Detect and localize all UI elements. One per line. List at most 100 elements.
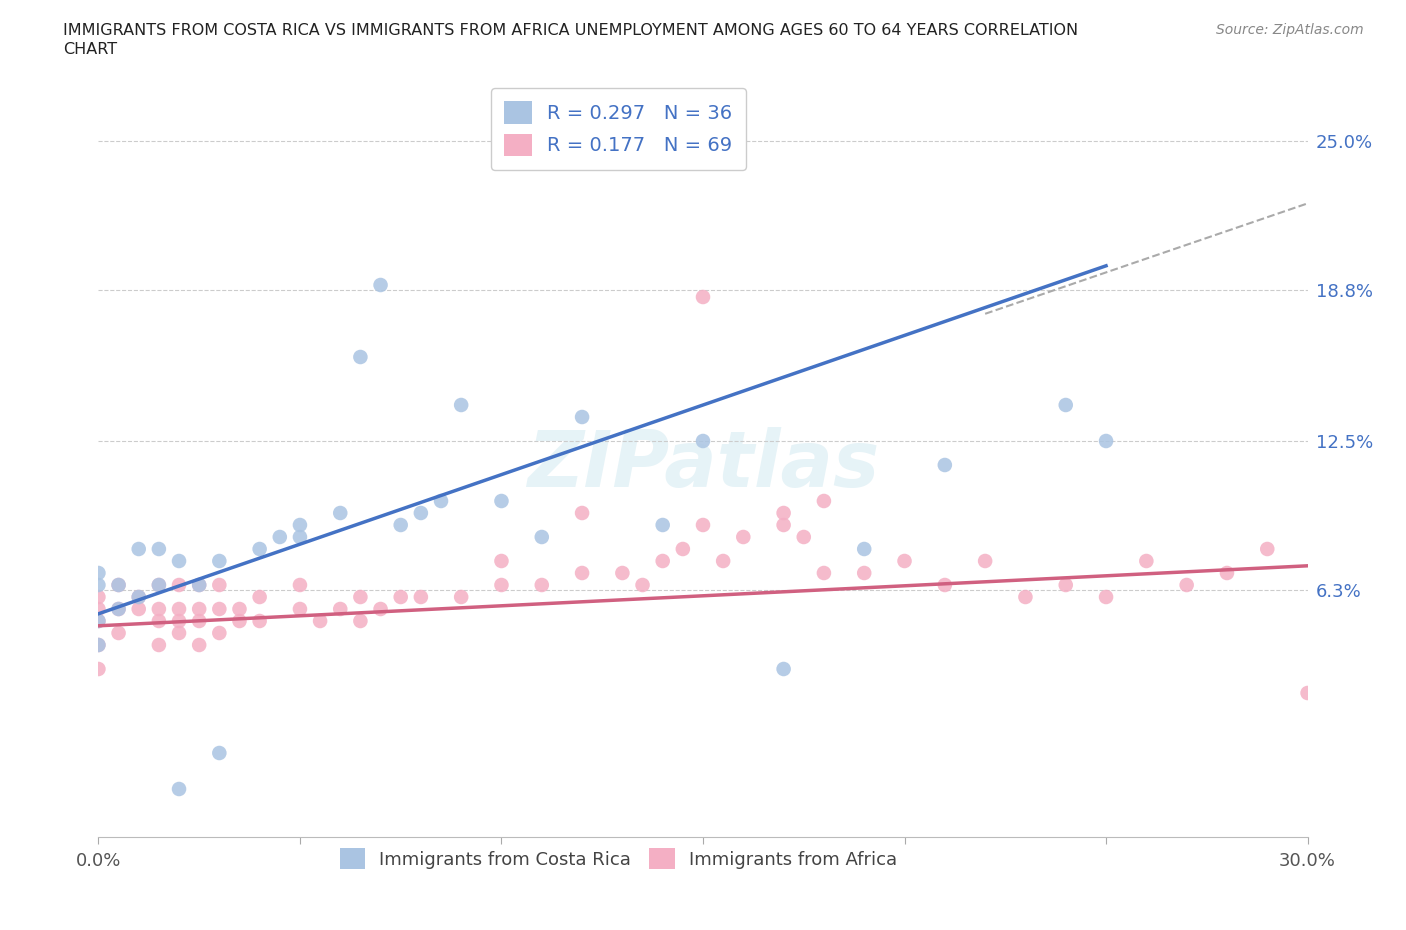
- Point: [389, 518, 412, 533]
- Point: [249, 541, 271, 556]
- Point: [631, 578, 654, 592]
- Point: [772, 506, 794, 521]
- Point: [148, 614, 170, 629]
- Point: [288, 578, 311, 592]
- Point: [208, 553, 231, 568]
- Point: [288, 518, 311, 533]
- Point: [309, 614, 332, 629]
- Point: [853, 541, 876, 556]
- Point: [571, 506, 593, 521]
- Point: [167, 553, 190, 568]
- Text: CHART: CHART: [63, 42, 117, 57]
- Point: [651, 553, 673, 568]
- Point: [450, 397, 472, 412]
- Point: [107, 578, 129, 592]
- Point: [491, 578, 513, 592]
- Point: [1256, 541, 1278, 556]
- Point: [491, 553, 513, 568]
- Point: [128, 590, 150, 604]
- Point: [249, 614, 271, 629]
- Point: [349, 590, 371, 604]
- Point: [692, 433, 714, 448]
- Point: [612, 565, 634, 580]
- Point: [491, 494, 513, 509]
- Point: [148, 578, 170, 592]
- Point: [349, 350, 371, 365]
- Point: [672, 541, 695, 556]
- Point: [87, 602, 110, 617]
- Point: [1054, 578, 1077, 592]
- Point: [692, 518, 714, 533]
- Point: [148, 578, 170, 592]
- Point: [1296, 685, 1319, 700]
- Point: [733, 529, 755, 544]
- Point: [249, 590, 271, 604]
- Point: [148, 602, 170, 617]
- Point: [409, 506, 432, 521]
- Point: [188, 638, 211, 653]
- Point: [934, 458, 956, 472]
- Point: [1095, 433, 1118, 448]
- Point: [974, 553, 997, 568]
- Point: [107, 602, 129, 617]
- Point: [793, 529, 815, 544]
- Point: [269, 529, 291, 544]
- Point: [188, 614, 211, 629]
- Point: [430, 494, 453, 509]
- Point: [450, 590, 472, 604]
- Point: [1014, 590, 1036, 604]
- Point: [87, 578, 110, 592]
- Point: [148, 638, 170, 653]
- Point: [409, 590, 432, 604]
- Point: [188, 578, 211, 592]
- Point: [349, 614, 371, 629]
- Point: [329, 506, 352, 521]
- Point: [87, 614, 110, 629]
- Point: [228, 602, 250, 617]
- Point: [1216, 565, 1239, 580]
- Point: [893, 553, 915, 568]
- Point: [208, 578, 231, 592]
- Point: [288, 602, 311, 617]
- Point: [571, 565, 593, 580]
- Point: [813, 494, 835, 509]
- Point: [87, 638, 110, 653]
- Point: [772, 518, 794, 533]
- Point: [188, 602, 211, 617]
- Point: [167, 602, 190, 617]
- Point: [329, 602, 352, 617]
- Point: [530, 529, 553, 544]
- Point: [853, 565, 876, 580]
- Point: [1054, 397, 1077, 412]
- Point: [148, 541, 170, 556]
- Point: [1095, 590, 1118, 604]
- Point: [288, 529, 311, 544]
- Legend: Immigrants from Costa Rica, Immigrants from Africa: Immigrants from Costa Rica, Immigrants f…: [329, 838, 908, 880]
- Point: [87, 590, 110, 604]
- Point: [1175, 578, 1198, 592]
- Point: [370, 602, 392, 617]
- Point: [87, 614, 110, 629]
- Point: [167, 614, 190, 629]
- Point: [167, 578, 190, 592]
- Text: ZIPatlas: ZIPatlas: [527, 427, 879, 503]
- Text: Source: ZipAtlas.com: Source: ZipAtlas.com: [1216, 23, 1364, 37]
- Point: [107, 626, 129, 641]
- Point: [188, 578, 211, 592]
- Point: [711, 553, 734, 568]
- Point: [692, 289, 714, 304]
- Point: [389, 590, 412, 604]
- Point: [128, 541, 150, 556]
- Point: [651, 518, 673, 533]
- Point: [370, 277, 392, 292]
- Point: [87, 638, 110, 653]
- Point: [772, 661, 794, 676]
- Point: [813, 565, 835, 580]
- Point: [167, 626, 190, 641]
- Point: [208, 626, 231, 641]
- Point: [208, 746, 231, 761]
- Text: IMMIGRANTS FROM COSTA RICA VS IMMIGRANTS FROM AFRICA UNEMPLOYMENT AMONG AGES 60 : IMMIGRANTS FROM COSTA RICA VS IMMIGRANTS…: [63, 23, 1078, 38]
- Point: [128, 590, 150, 604]
- Point: [167, 781, 190, 796]
- Point: [128, 602, 150, 617]
